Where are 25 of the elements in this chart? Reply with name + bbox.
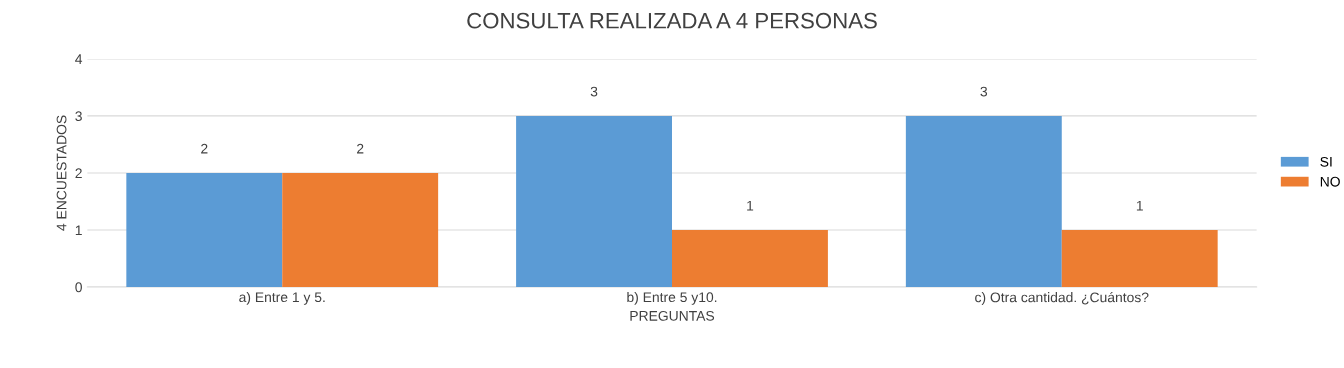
bar xyxy=(282,172,439,288)
x-tick-label: b) Entre 5 y10. xyxy=(627,291,717,305)
y-axis-title: 4 ENCUESTADOS xyxy=(56,115,67,231)
x-axis-title: PREGUNTAS xyxy=(630,310,715,321)
y-tick-label: 4 xyxy=(75,54,83,64)
y-tick-label: 2 xyxy=(75,168,82,178)
bar xyxy=(905,115,1062,288)
chart-title: CONSULTA REALIZADA A 4 PERSONAS xyxy=(467,12,877,29)
data-label: 1 xyxy=(1136,200,1143,211)
y-tick-label: 0 xyxy=(75,282,82,293)
legend-label: NO xyxy=(1320,176,1340,187)
data-label: 3 xyxy=(590,86,598,97)
bar xyxy=(672,230,828,288)
bar xyxy=(516,115,672,288)
y-tick-label: 1 xyxy=(75,225,82,236)
bar xyxy=(126,172,283,288)
bar xyxy=(1061,230,1218,288)
x-tick-label: a) Entre 1 y 5. xyxy=(239,291,325,305)
data-label: 1 xyxy=(747,200,754,211)
data-label: 2 xyxy=(357,143,364,154)
x-tick-label: c) Otra cantidad. ¿Cuántos? xyxy=(975,291,1149,305)
y-tick-label: 3 xyxy=(75,111,82,122)
data-label: 2 xyxy=(201,143,208,154)
data-label: 3 xyxy=(980,86,988,97)
legend-label: SI xyxy=(1320,156,1332,167)
